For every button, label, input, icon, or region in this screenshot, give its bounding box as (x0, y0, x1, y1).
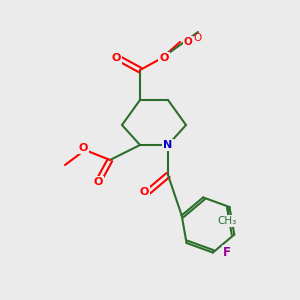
Text: CH₃: CH₃ (218, 216, 237, 226)
Text: F: F (223, 246, 231, 259)
Text: O: O (93, 177, 103, 187)
Text: O: O (111, 53, 121, 63)
Text: N: N (164, 140, 172, 150)
Text: O: O (139, 187, 149, 197)
Text: O: O (194, 33, 202, 43)
Text: O: O (184, 37, 192, 47)
Text: O: O (78, 143, 88, 153)
Text: O: O (159, 53, 169, 63)
